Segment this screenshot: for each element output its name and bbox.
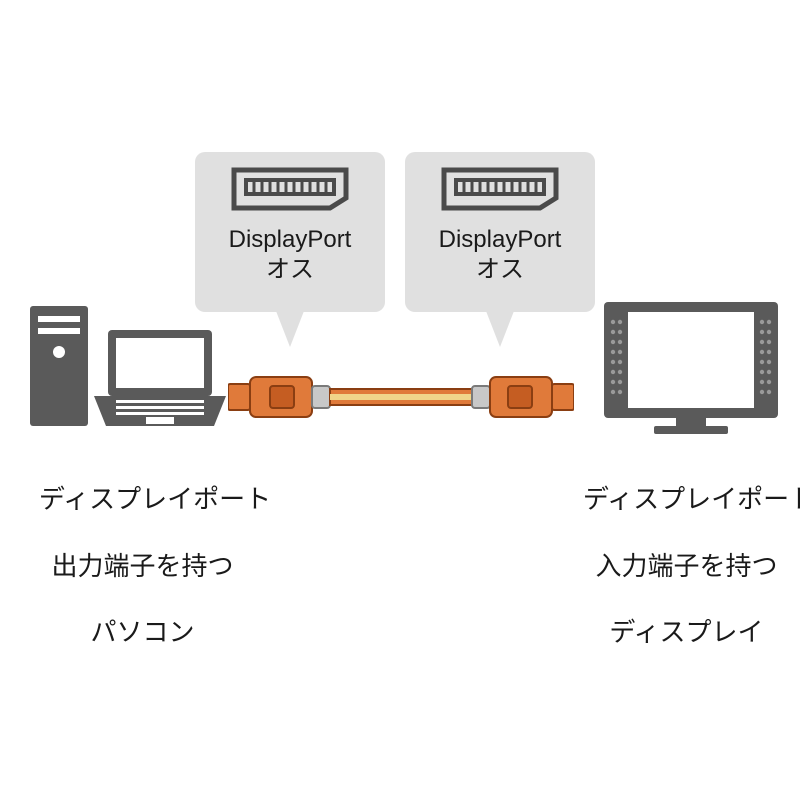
callout-left-sub: オス <box>195 255 385 285</box>
callout-left: DisplayPort オス <box>195 152 385 312</box>
caption-left-line1: ディスプレイポート <box>39 484 271 514</box>
displayport-icon <box>440 166 560 212</box>
callout-right-sub: オス <box>405 255 595 285</box>
displayport-icon <box>230 166 350 212</box>
displayport-cable <box>228 374 574 420</box>
caption-left: ディスプレイポート 出力端子を持つ パソコン <box>10 450 246 683</box>
laptop-icon <box>94 330 226 430</box>
caption-left-line3: パソコン <box>90 617 194 647</box>
callout-left-title: DisplayPort <box>195 225 385 255</box>
callout-left-tail <box>276 311 304 347</box>
desktop-tower-icon <box>30 306 88 430</box>
caption-right-line3: ディスプレイ <box>609 617 763 647</box>
caption-right-line1: ディスプレイポート <box>583 484 800 514</box>
caption-right: ディスプレイポート 入力端子を持つ ディスプレイ <box>554 450 790 683</box>
callout-right: DisplayPort オス <box>405 152 595 312</box>
caption-right-line2: 入力端子を持つ <box>595 551 777 581</box>
callout-right-tail <box>486 311 514 347</box>
callout-right-title: DisplayPort <box>405 225 595 255</box>
caption-left-line2: 出力端子を持つ <box>51 551 233 581</box>
diagram-stage: DisplayPort オス DisplayPort オス <box>0 0 800 800</box>
display-monitor-icon <box>604 302 778 434</box>
